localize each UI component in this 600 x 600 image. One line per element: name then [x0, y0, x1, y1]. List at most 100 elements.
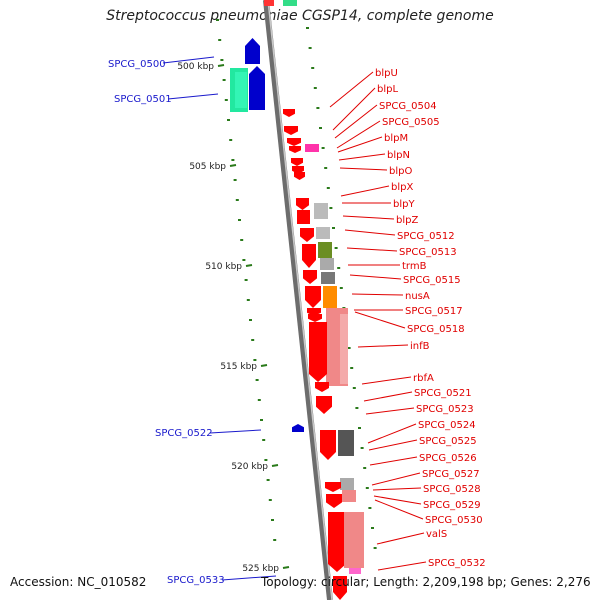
label-leader-nusA — [351, 293, 404, 296]
scale-label: 520 kbp — [231, 462, 268, 472]
scale-label: 510 kbp — [205, 262, 242, 272]
label-leader-SPCG_0526 — [369, 456, 418, 466]
gene-top-partial — [283, 0, 297, 6]
tick-layer — [216, 19, 377, 549]
gene-blpN — [291, 158, 303, 166]
gene-label-blpL: blpL — [377, 84, 398, 95]
label-leader-SPCG_0524 — [367, 423, 417, 444]
gene-blpU — [283, 109, 295, 117]
label-leader-SPCG_0512 — [344, 229, 396, 236]
gene-label-SPCG_0527: SPCG_0527 — [422, 469, 480, 480]
label-leader-SPCG_0501 — [167, 93, 219, 100]
label-leader-SPCG_0533 — [221, 575, 277, 581]
gene-pink-small — [349, 568, 361, 574]
gene-label-SPCG_0517: SPCG_0517 — [405, 306, 463, 317]
gene-grey-1 — [314, 203, 328, 219]
gene-blpL — [284, 126, 298, 135]
genome-summary-text: Topology: circular; Length: 2,209,198 bp… — [261, 575, 591, 589]
gene-salmon-2 — [342, 490, 356, 502]
gene-rbfA — [315, 382, 329, 392]
gene-label-infB: infB — [410, 341, 430, 352]
page-title: Streptococcus pneumoniae CGSP14, complet… — [106, 8, 494, 24]
scale-tick — [282, 566, 290, 569]
genome-backbone — [263, 0, 333, 600]
gene-label-SPCG_0525: SPCG_0525 — [419, 436, 477, 447]
gene-label-SPCG_0504: SPCG_0504 — [379, 101, 437, 112]
scale-tick — [260, 364, 268, 367]
scale-tick — [271, 464, 279, 467]
gene-label-SPCG_0500: SPCG_0500 — [108, 59, 166, 70]
gene-label-SPCG_0501: SPCG_0501 — [114, 94, 172, 105]
label-layer: SPCG_0500 SPCG_0501 SPCG_0522 SPCG_0533 blpU… — [108, 56, 486, 586]
gene-label-valS: valS — [426, 529, 447, 540]
label-leader-rbfA — [361, 376, 412, 385]
gene-label-SPCG_0505: SPCG_0505 — [382, 117, 440, 128]
gene-label-blpM: blpM — [384, 133, 408, 144]
gene-label-SPCG_0522: SPCG_0522 — [155, 428, 213, 439]
gene-SPCG_0521 — [316, 396, 332, 414]
label-leader-SPCG_0521 — [363, 391, 413, 402]
gene-label-blpY: blpY — [393, 199, 415, 210]
label-leader-blpL — [332, 87, 376, 131]
gene-label-blpU: blpU — [375, 68, 398, 79]
gene-infB — [309, 322, 327, 382]
gene-SPCG_0517 — [308, 314, 322, 322]
gene-label-blpZ: blpZ — [396, 215, 418, 226]
label-leader-blpU — [329, 71, 374, 108]
gene-SPCG_0500 — [245, 38, 260, 64]
gene-blpX — [294, 172, 305, 180]
gene-label-SPCG_0530: SPCG_0530 — [425, 515, 483, 526]
genome-backbone-highlight — [267, 0, 333, 600]
label-leader-SPCG_0525 — [368, 439, 418, 451]
gene-label-blpN: blpN — [387, 150, 410, 161]
gene-label-SPCG_0515: SPCG_0515 — [403, 275, 461, 286]
label-leader-blpX — [340, 185, 390, 197]
gene-SPCG_0504 — [287, 138, 301, 146]
gene-SPCG_0512 — [300, 228, 314, 242]
label-leader-SPCG_0530 — [374, 499, 424, 520]
label-leader-SPCG_0528 — [372, 487, 422, 491]
label-leader-blpM — [337, 136, 383, 153]
label-leader-SPCG_0518 — [354, 311, 406, 329]
label-leader-SPCG_0513 — [346, 247, 398, 252]
gene-teal-inner — [235, 72, 247, 108]
label-leader-blpN — [338, 153, 386, 161]
gene-SPCG_0526 — [325, 482, 341, 492]
accession-text: Accession: NC_010582 — [10, 575, 147, 589]
scale-tick — [229, 164, 237, 167]
gene-label-nusA: nusA — [405, 291, 430, 302]
gene-label-SPCG_0523: SPCG_0523 — [416, 404, 474, 415]
gene-label-SPCG_0518: SPCG_0518 — [407, 324, 465, 335]
backbone-layer — [263, 0, 333, 600]
gene-label-SPCG_0513: SPCG_0513 — [399, 247, 457, 258]
label-leader-SPCG_0527 — [371, 472, 421, 486]
gene-SPCG_0527 — [326, 494, 342, 508]
gene-SPCG_0501 — [249, 66, 265, 110]
gene-label-SPCG_0532: SPCG_0532 — [428, 558, 486, 569]
gene-SPCG_0523 — [320, 430, 336, 460]
gene-grey-3 — [320, 258, 334, 270]
gene-grey-5 — [340, 478, 354, 490]
gene-blpZ — [297, 210, 310, 224]
gene-salmon-1-inner — [340, 314, 348, 384]
label-leader-SPCG_0515 — [349, 274, 402, 280]
scale-tick — [217, 64, 225, 67]
scale-label: 500 kbp — [177, 62, 214, 72]
gene-label-blpO: blpO — [389, 166, 412, 177]
gene-trmB — [303, 270, 317, 284]
scale-tick — [245, 264, 253, 267]
scale-label: 505 kbp — [189, 162, 226, 172]
label-leader-SPCG_0522 — [209, 429, 262, 434]
gene-orange — [323, 286, 337, 308]
gene-olive — [318, 242, 332, 258]
gene-SPCG_0532 — [333, 576, 347, 600]
label-leader-SPCG_0523 — [365, 407, 415, 415]
gene-label-SPCG_0529: SPCG_0529 — [423, 500, 481, 511]
gene-SPCG_0522 — [292, 424, 304, 432]
label-leader-SPCG_0500 — [162, 56, 215, 64]
gene-label-blpX: blpX — [391, 182, 413, 193]
gene-grey-2 — [316, 227, 330, 239]
gene-label-SPCG_0533: SPCG_0533 — [167, 575, 225, 586]
gene-label-SPCG_0526: SPCG_0526 — [419, 453, 477, 464]
